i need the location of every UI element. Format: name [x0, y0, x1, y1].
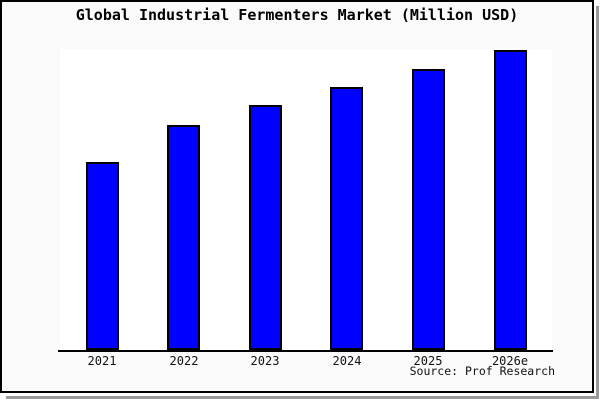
bar-2022	[167, 125, 200, 350]
bar-2024	[330, 87, 363, 350]
bar-2021	[86, 162, 119, 350]
chart-title: Global Industrial Fermenters Market (Mil…	[75, 6, 519, 24]
bar-2023	[249, 105, 282, 350]
frame-shadow-right	[596, 6, 599, 399]
x-tick-label-2025: 2025	[413, 354, 443, 368]
source-credit: Source: Prof Research	[409, 364, 555, 378]
x-tick-label-2023: 2023	[250, 354, 280, 368]
plot-area	[60, 49, 552, 350]
bar-2026e	[494, 50, 527, 350]
x-tick-label-2024: 2024	[332, 354, 362, 368]
x-axis-line	[58, 350, 553, 352]
x-tick-label-2021: 2021	[87, 354, 117, 368]
frame-shadow-bottom	[6, 396, 599, 399]
x-tick-label-2022: 2022	[169, 354, 199, 368]
x-tick-label-2026e: 2026e	[491, 354, 529, 368]
bar-2025	[412, 69, 445, 350]
